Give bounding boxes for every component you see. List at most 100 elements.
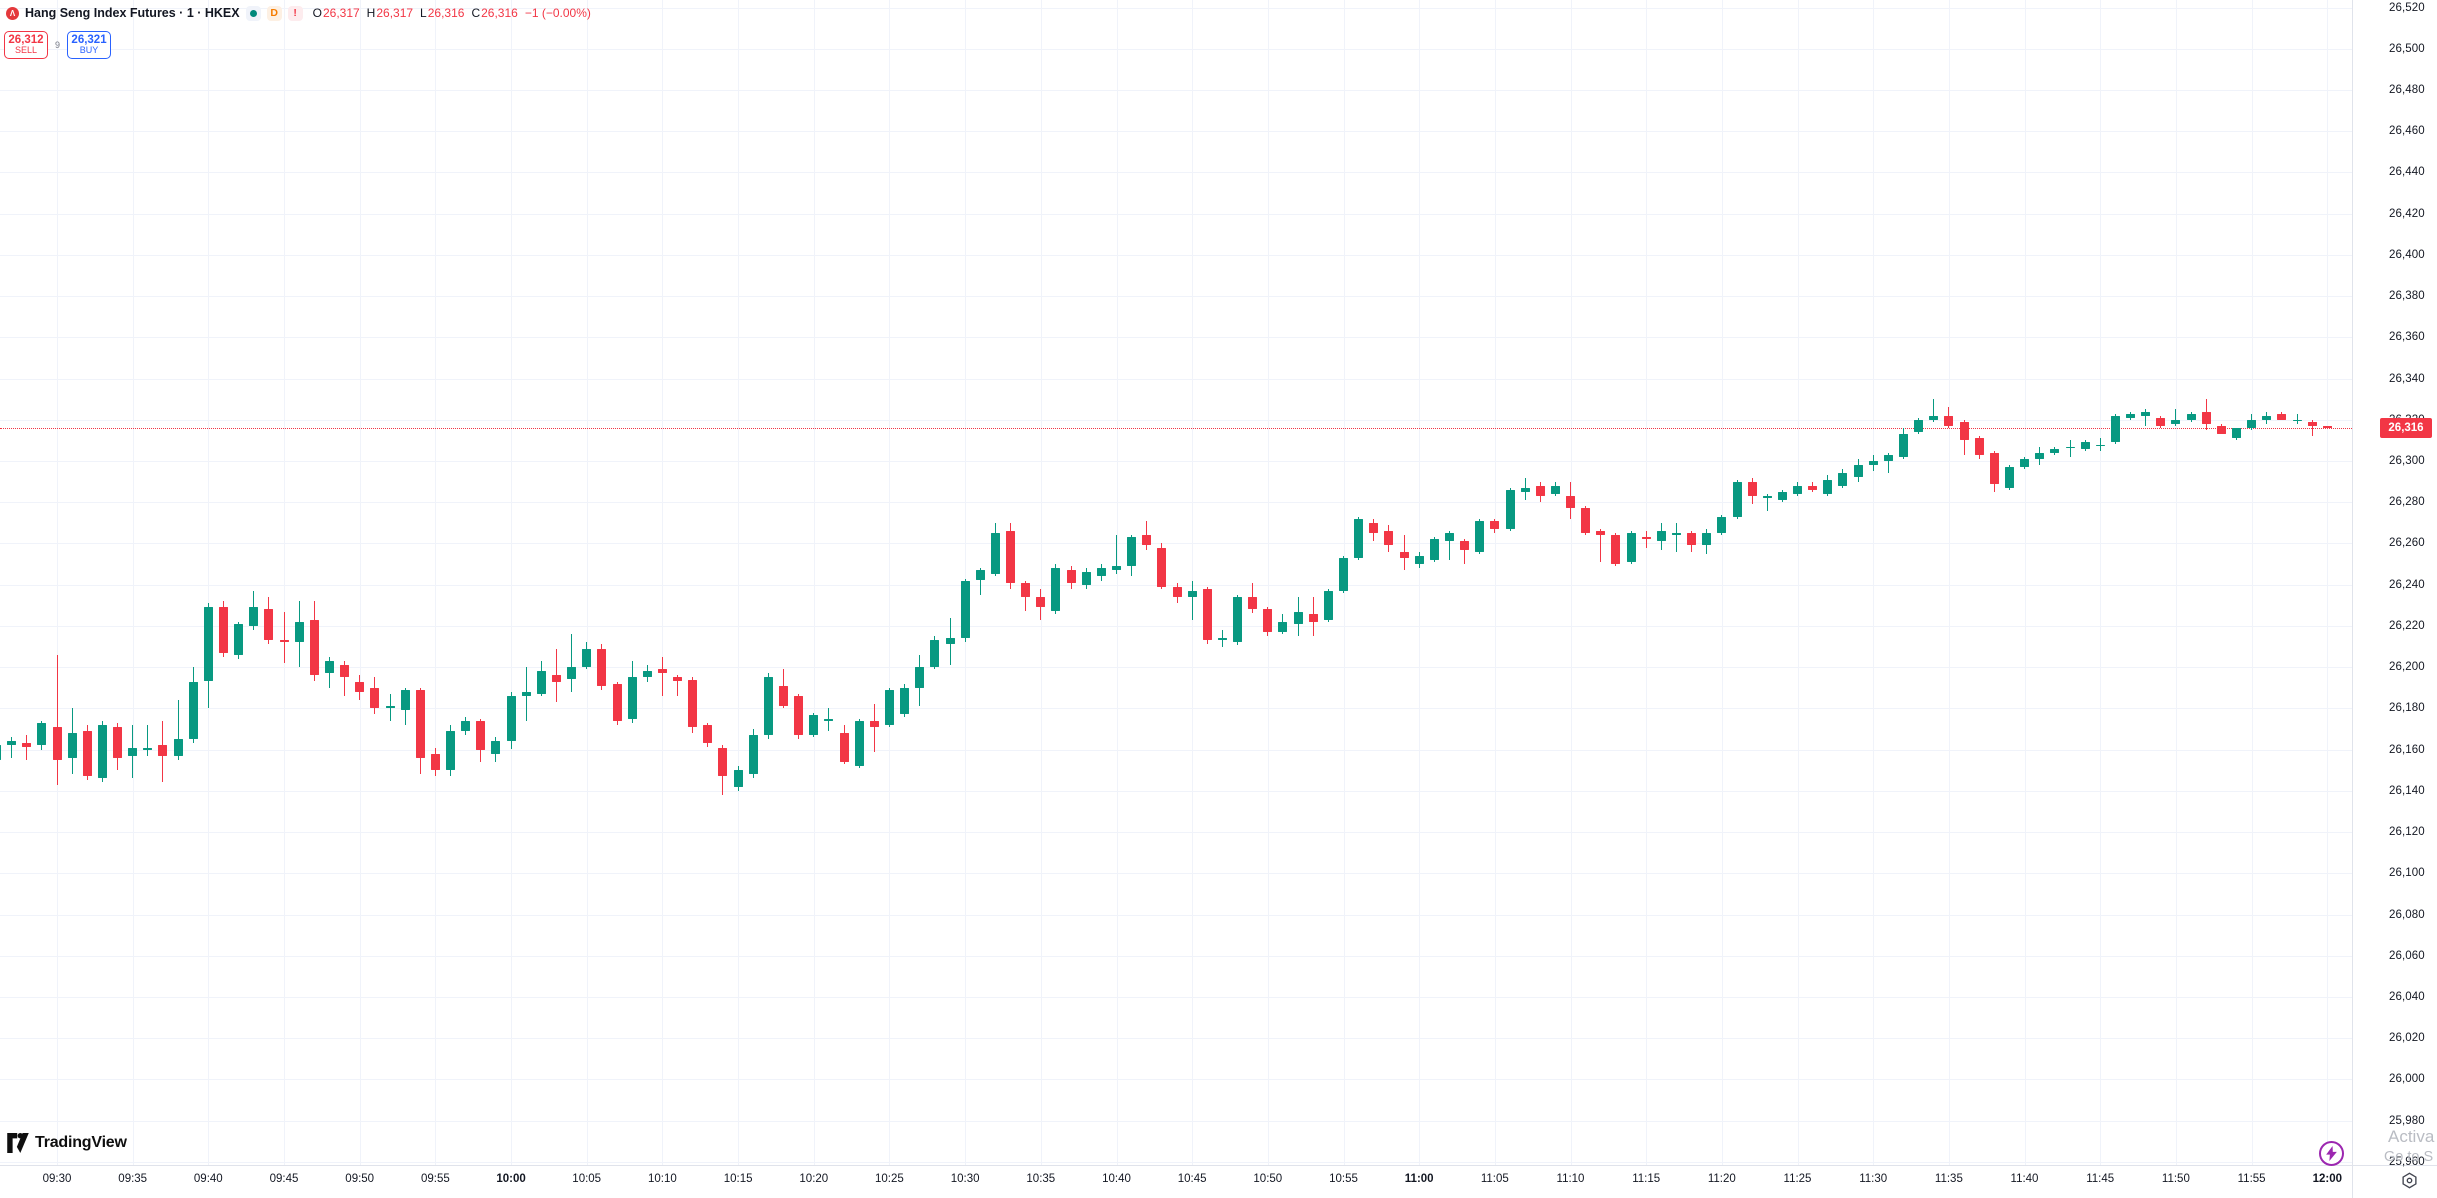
candle-body (2307, 421, 2317, 426)
price-tick-label: 26,000 (2389, 1073, 2425, 1086)
open-label: O (312, 6, 322, 20)
candle-body (1399, 551, 1409, 558)
candle-body (1384, 531, 1394, 546)
time-gridline (1419, 0, 1421, 1165)
candle-body (1747, 481, 1757, 496)
candle-body (2262, 415, 2272, 420)
candle-body (1550, 485, 1560, 494)
candle-body (1414, 555, 1424, 564)
candle-body (1656, 531, 1666, 542)
candle-body (552, 675, 561, 682)
candle-body (839, 733, 849, 762)
candle-body (1081, 572, 1091, 585)
symbol-title[interactable]: Hang Seng Index Futures · 1 · HKEX (25, 6, 240, 20)
close-label: C (471, 6, 481, 20)
candle-body (824, 718, 834, 721)
candle-body (400, 689, 410, 711)
price-gridline (0, 254, 2352, 256)
time-tick-label: 11:25 (1783, 1173, 1812, 1185)
close-value: 26,316 (481, 6, 518, 20)
candle-body (627, 677, 637, 719)
candle-body (2186, 413, 2196, 420)
price-tick-label: 26,280 (2389, 496, 2425, 509)
last-price-tag: 26,316 (2380, 418, 2432, 438)
time-tick-label: 11:10 (1556, 1173, 1585, 1185)
price-tick-label: 26,440 (2389, 166, 2425, 179)
time-gridline (435, 0, 437, 1165)
time-tick-label: 10:05 (572, 1173, 602, 1185)
time-gridline (889, 0, 891, 1165)
price-tick-label: 26,420 (2389, 207, 2425, 220)
sell-button[interactable]: 26,312 SELL (4, 31, 48, 59)
candle-body (430, 753, 440, 771)
candle-body (1641, 537, 1651, 540)
candle-body (1444, 533, 1454, 542)
price-tick-label: 26,400 (2389, 248, 2425, 261)
candle-body (113, 726, 122, 758)
price-gridline (0, 48, 2352, 50)
candle-body (1838, 473, 1848, 486)
candle-body (1202, 588, 1212, 641)
price-gridline (0, 625, 2352, 627)
candle-body (476, 720, 486, 750)
time-tick-label: 11:50 (2161, 1173, 2190, 1185)
candle-wick (571, 634, 573, 692)
candle-body (1868, 461, 1878, 466)
market-status-badge[interactable] (245, 5, 261, 21)
candle-wick (26, 735, 28, 760)
candle-body (158, 745, 168, 756)
candle-body (143, 747, 153, 750)
time-tick-label: 12:00 (2312, 1173, 2343, 1185)
candle-body (1354, 518, 1364, 558)
candle-body (1278, 621, 1288, 633)
candle-wick (1191, 580, 1193, 620)
candle-body (673, 677, 682, 682)
candle-wick (661, 656, 663, 696)
time-tick-label: 10:45 (1177, 1173, 1207, 1185)
candle-body (582, 648, 592, 668)
candle-body (763, 677, 773, 736)
time-tick-label: 10:15 (723, 1173, 753, 1185)
candle-body (324, 660, 334, 674)
price-gridline (0, 337, 2352, 339)
time-tick-label: 10:40 (1102, 1173, 1131, 1185)
time-gridline (586, 0, 588, 1165)
time-tick-label: 10:00 (496, 1173, 526, 1185)
market-open-dot-icon (249, 9, 257, 17)
lightning-icon[interactable] (2319, 1141, 2344, 1166)
alert-badge[interactable]: ! (287, 5, 303, 21)
candle-body (188, 681, 198, 740)
candle-wick (11, 737, 13, 758)
candle-body (506, 696, 516, 742)
price-tick-label: 26,260 (2389, 537, 2425, 550)
time-tick-label: 10:25 (875, 1173, 904, 1185)
candle-body (1702, 533, 1712, 546)
candle-body (128, 747, 138, 756)
delayed-data-badge[interactable]: D (266, 5, 282, 21)
candle-body (219, 607, 228, 653)
price-tick-label: 26,200 (2389, 661, 2425, 674)
axis-settings-icon[interactable] (2401, 1172, 2418, 1189)
price-gridline (0, 1161, 2352, 1163)
price-tick-label: 26,160 (2389, 743, 2425, 756)
buy-label: BUY (79, 45, 99, 56)
candle-body (1899, 434, 1908, 457)
candle-wick (2069, 440, 2071, 457)
time-gridline (2024, 0, 2026, 1165)
time-gridline (1948, 0, 1950, 1165)
price-axis-separator (2352, 0, 2353, 1198)
buy-button[interactable]: 26,321 BUY (67, 31, 112, 59)
candle-body (1808, 485, 1818, 490)
price-tick-label: 25,960 (2389, 1155, 2425, 1168)
candle-body (642, 671, 652, 678)
price-gridline (0, 172, 2352, 174)
price-tick-label: 26,500 (2389, 42, 2425, 55)
candle-body (2247, 419, 2257, 428)
time-tick-label: 09:30 (42, 1173, 72, 1185)
tradingview-logo[interactable]: TradingView (7, 1133, 127, 1153)
price-tick-label: 26,300 (2389, 455, 2425, 467)
price-tick-label: 26,180 (2389, 702, 2425, 715)
candle-body (2050, 448, 2060, 453)
last-price-line (0, 427, 2352, 429)
price-gridline (0, 419, 2352, 421)
